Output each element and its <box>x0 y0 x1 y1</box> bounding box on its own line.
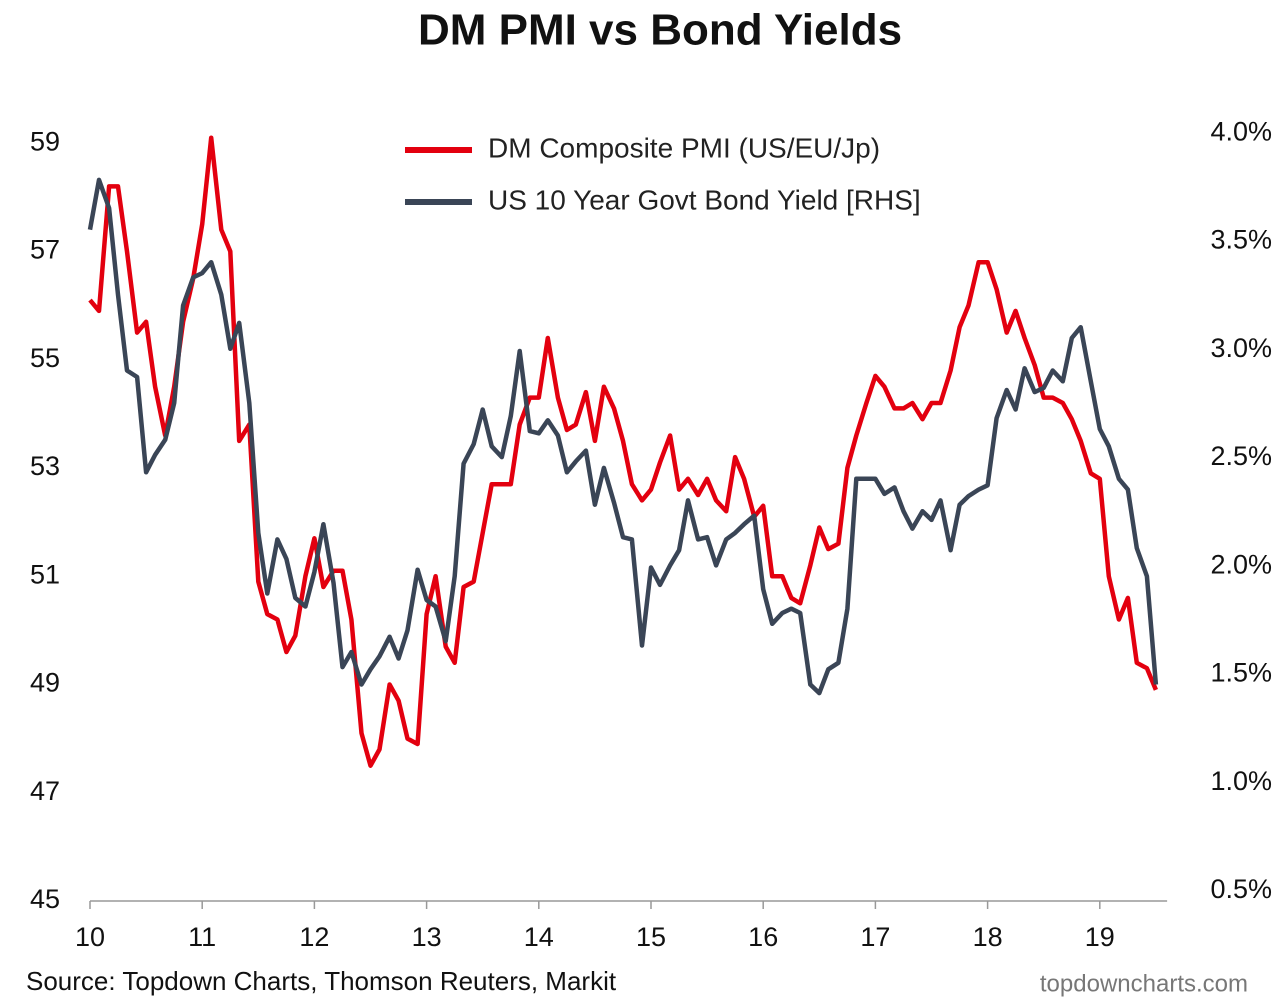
x-tick-label: 16 <box>748 922 778 952</box>
legend-label: DM Composite PMI (US/EU/Jp) <box>488 132 880 163</box>
y2-tick-label: 2.5% <box>1210 441 1272 471</box>
y2-tick-label: 1.0% <box>1210 766 1272 796</box>
x-tick-label: 19 <box>1085 922 1115 952</box>
y2-tick-label: 2.0% <box>1210 549 1272 579</box>
legend-label: US 10 Year Govt Bond Yield [RHS] <box>488 184 921 215</box>
x-tick-label: 15 <box>636 922 666 952</box>
y-tick-label: 45 <box>30 884 60 914</box>
x-tick-label: 13 <box>412 922 442 952</box>
x-tick-label: 14 <box>524 922 554 952</box>
y2-tick-label: 0.5% <box>1210 874 1272 904</box>
series-line <box>87 177 1159 696</box>
x-tick-label: 12 <box>299 922 329 952</box>
series-line <box>88 135 1158 768</box>
y2-tick-label: 4.0% <box>1210 116 1272 146</box>
y-tick-label: 47 <box>30 776 60 806</box>
chart-title: DM PMI vs Bond Yields <box>418 6 902 55</box>
y-tick-label: 49 <box>30 668 60 698</box>
x-tick-label: 18 <box>973 922 1003 952</box>
y-tick-label: 57 <box>30 235 60 265</box>
y2-tick-label: 3.5% <box>1210 225 1272 255</box>
y-tick-label: 51 <box>30 559 60 589</box>
y-tick-label: 53 <box>30 451 60 481</box>
y-tick-label: 55 <box>30 343 60 373</box>
x-tick-label: 10 <box>75 922 105 952</box>
y2-tick-label: 3.0% <box>1210 333 1272 363</box>
x-tick-label: 11 <box>188 922 216 952</box>
y2-tick-label: 1.5% <box>1210 658 1272 688</box>
x-tick-label: 17 <box>860 922 890 952</box>
y-tick-label: 59 <box>30 126 60 156</box>
source-note: Source: Topdown Charts, Thomson Reuters,… <box>26 966 617 996</box>
watermark: topdowncharts.com <box>1040 970 1248 997</box>
